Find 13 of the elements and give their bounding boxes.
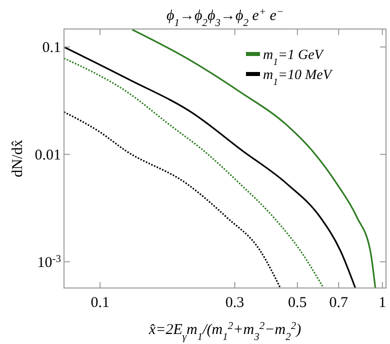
legend-label: m$_{1}$=1 GeV (263, 48, 324, 68)
x-tick-label: 1 (378, 295, 386, 311)
y-tick-label: 0.01 (34, 147, 61, 164)
x-tick-label: 0.1 (90, 295, 110, 311)
text: x̂=2E$_{γ}$m$_{1}$/(m$_{1}$$^{2}$+m$_{3}$$^{2}$−m$_{2}$$^{2}$) (148, 320, 302, 342)
chart-title: ϕ$_{1}$→ϕ$_{2}$ϕ$_{3}$→ϕ$_{2}$ e$^{+}$ e$^{−}$ (166, 6, 284, 28)
y-tick-label: 10$^{-3}$ (37, 253, 61, 271)
y-tick-label: 0.1 (42, 40, 61, 56)
y-axis-title: dN/dx̂ (10, 139, 26, 178)
x-tick-label: 0.3 (225, 295, 244, 311)
x-tick-label: 0.7 (329, 295, 349, 311)
x-tick-label: 0.5 (288, 295, 307, 311)
legend-label: m$_{1}$=10 MeV (263, 68, 333, 88)
